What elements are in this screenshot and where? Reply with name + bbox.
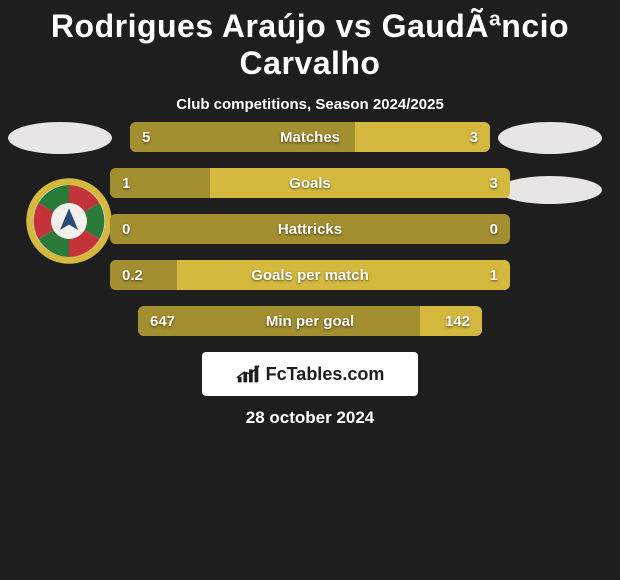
stat-row: 00Hattricks — [110, 214, 510, 244]
team-badge-left-placeholder — [8, 122, 112, 154]
page-title: Rodrigues Araújo vs GaudÃªncio Carvalho — [0, 0, 620, 82]
bar-left — [110, 168, 210, 198]
team-badge-right-placeholder-1 — [498, 122, 602, 154]
fctables-logo[interactable]: FcTables.com — [202, 352, 418, 396]
bar-left — [110, 260, 177, 290]
bar-right — [420, 306, 482, 336]
stat-row: 0.21Goals per match — [110, 260, 510, 290]
stat-value-right: 0 — [490, 214, 498, 244]
bar-left — [138, 306, 420, 336]
bar-chart-icon — [236, 363, 262, 385]
stat-row: 13Goals — [110, 168, 510, 198]
stat-row: 647142Min per goal — [138, 306, 482, 336]
team-badge-right-placeholder-2 — [498, 176, 602, 204]
date-label: 28 october 2024 — [0, 408, 620, 428]
stat-row: 53Matches — [130, 122, 490, 152]
page-subtitle: Club competitions, Season 2024/2025 — [0, 96, 620, 113]
club-crest — [24, 176, 114, 266]
bar-right — [355, 122, 490, 152]
stats-container: 53Matches 13Goals 00Hattricks 0.21Goals per… — [110, 122, 510, 352]
logo-text: FcTables.com — [266, 364, 385, 385]
bar-left — [130, 122, 355, 152]
bar-left — [110, 214, 310, 244]
bar-right — [177, 260, 510, 290]
bar-right — [210, 168, 510, 198]
